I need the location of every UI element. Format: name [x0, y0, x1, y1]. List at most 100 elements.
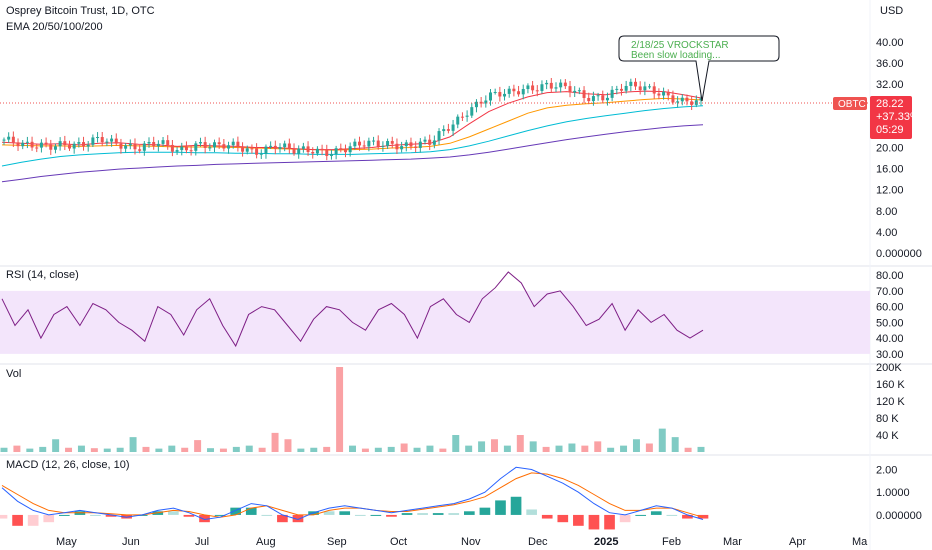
volume-bar: [542, 446, 550, 452]
candle-body: [531, 85, 535, 91]
candle-body: [554, 87, 558, 89]
volume-bar: [39, 446, 47, 452]
candle-body: [446, 129, 450, 131]
candle-body: [35, 147, 39, 149]
candle-body: [563, 82, 567, 87]
candle-body: [512, 88, 516, 92]
candle-body: [414, 146, 418, 148]
volume-bar: [0, 447, 8, 452]
volume-bar: [323, 446, 331, 452]
volume-bar: [413, 447, 421, 452]
time-axis-label: Oct: [390, 536, 407, 548]
volume-bar: [645, 443, 653, 452]
volume-bar: [620, 445, 628, 452]
macd-line: [1, 466, 704, 521]
macd-histogram-bar: [510, 496, 522, 515]
candle-body: [638, 86, 642, 91]
macd-histogram-bar: [199, 514, 210, 523]
macd-pane-label: MACD (12, 26, close, 10): [6, 459, 130, 471]
candle-body: [67, 145, 71, 149]
candle-body: [156, 143, 160, 147]
price-tag: OBTC 28.22 +37.33% 05:29: [833, 96, 920, 139]
chart-title: Osprey Bitcoin Trust, 1D, OTC: [6, 5, 155, 17]
candle-body: [91, 137, 95, 145]
volume-bar: [26, 448, 34, 452]
candle-body: [301, 146, 305, 149]
candle-body: [292, 148, 296, 154]
macd-histogram-bar: [495, 500, 506, 515]
candle-body: [671, 95, 675, 103]
rsi-axis-tick: 40.00: [876, 333, 904, 345]
volume-bar: [607, 447, 615, 452]
candle-body: [306, 146, 310, 152]
macd-histogram-bar: [105, 514, 117, 517]
time-axis-label: Jul: [195, 536, 209, 548]
volume-bar: [374, 447, 382, 452]
candle-body: [465, 115, 469, 117]
candle-body: [320, 148, 324, 151]
rsi-axis-tick: 60.00: [876, 302, 904, 314]
macd-histogram-bar: [541, 514, 553, 519]
candle-body: [372, 140, 376, 142]
rsi-pane-label: RSI (14, close): [6, 269, 79, 281]
ema100-line: [1, 105, 704, 167]
macd-axis-tick: 2.00: [876, 465, 897, 477]
candle-body: [367, 140, 371, 147]
candle-body: [484, 100, 488, 104]
annotation-callout[interactable]: 2/18/25 VROCKSTAR Been slow loading...: [618, 35, 780, 102]
currency-label: USD: [880, 5, 903, 17]
candle-body: [699, 98, 703, 101]
candle-body: [460, 116, 464, 118]
candle-body: [507, 88, 511, 94]
candle-body: [58, 141, 62, 147]
volume-bar: [65, 447, 73, 452]
volume-bar: [90, 448, 98, 452]
candle-body: [619, 88, 623, 91]
candle-body: [634, 81, 638, 87]
time-axis-label: Jun: [122, 536, 140, 548]
volume-bar: [529, 441, 537, 452]
volume-bar: [503, 445, 511, 452]
volume-bar: [555, 445, 563, 452]
time-axis-label: Dec: [528, 536, 548, 548]
candle-body: [114, 138, 118, 144]
macd-histogram-bar: [448, 513, 460, 515]
macd-histogram-bar: [432, 513, 444, 515]
candle-body: [582, 90, 586, 98]
volume-bar: [516, 435, 524, 452]
ema20-line: [1, 90, 704, 151]
macd-histogram-bar: [277, 514, 288, 523]
candle-body: [180, 146, 184, 151]
candle-body: [339, 148, 343, 150]
volume-bar: [671, 437, 679, 452]
rsi-line: [1, 271, 704, 348]
volume-bar: [271, 432, 279, 452]
macd-histogram-bar: [370, 514, 382, 516]
volume-bar: [697, 446, 705, 452]
candle-body: [2, 139, 6, 141]
candle-body: [166, 140, 170, 145]
candle-body: [236, 141, 240, 148]
macd-histogram-bar: [214, 514, 226, 516]
rsi-axis-tick: 50.00: [876, 317, 904, 329]
candle-body: [498, 91, 502, 97]
candle-body: [329, 154, 333, 156]
candle-body: [213, 142, 217, 148]
candle-body: [404, 142, 408, 147]
candle-body: [456, 116, 460, 125]
annotation-line-1: 2/18/25 VROCKSTAR: [631, 40, 729, 51]
price-axis-tick: 20.00: [876, 143, 904, 155]
rsi-axis-tick: 30.00: [876, 349, 904, 361]
price-axis-tick: 4.00: [876, 227, 897, 239]
volume-bar: [426, 445, 434, 452]
candle-body: [549, 82, 553, 89]
candle-body: [283, 143, 287, 148]
macd-histogram-bar: [230, 507, 242, 515]
candle-body: [189, 150, 193, 152]
volume-bar: [168, 445, 176, 452]
volume-bar: [245, 445, 253, 452]
vol-pane-label: Vol: [6, 368, 21, 380]
volume-bar: [207, 448, 215, 452]
macd-histogram-bar: [401, 513, 413, 515]
